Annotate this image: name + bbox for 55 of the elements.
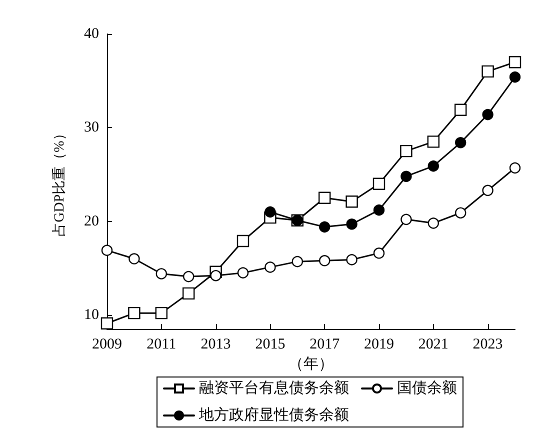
point [264, 262, 276, 273]
point [508, 56, 522, 68]
point [210, 270, 222, 282]
y-tick-label: 30 [84, 120, 99, 136]
point [455, 137, 466, 148]
point [482, 108, 494, 120]
point [318, 192, 331, 204]
point [372, 178, 386, 190]
point [100, 317, 114, 330]
point [292, 256, 303, 268]
y-tick-label: 40 [84, 26, 99, 42]
legend-label: 国债余额 [397, 380, 457, 396]
point [156, 268, 167, 280]
point [346, 254, 358, 266]
x-tick-label: 2023 [472, 336, 503, 352]
point [509, 71, 521, 83]
point [264, 206, 276, 218]
point [455, 207, 466, 218]
x-tick-label: 2013 [200, 336, 231, 352]
legend-label: 融资平台有息债务余额 [199, 380, 349, 396]
legend-label: 地方政府显性债务余额 [198, 406, 349, 424]
point [373, 204, 385, 216]
x-tick-label: 2017 [310, 336, 340, 352]
x-tick-label: 2019 [364, 336, 394, 352]
point [237, 267, 249, 278]
point [482, 184, 494, 196]
x-tick-label: 2015 [255, 336, 286, 352]
point [400, 144, 412, 158]
x-tick-label: 2021 [418, 336, 448, 352]
point [319, 221, 330, 233]
x-axis-title: （年） [288, 355, 334, 372]
point [400, 170, 412, 182]
point [182, 287, 195, 300]
x-tick-label: 2009 [92, 336, 122, 352]
point [428, 160, 439, 172]
y-axis-title: 占GDP比重（%） [52, 126, 68, 236]
point [346, 196, 358, 208]
point [454, 104, 467, 116]
point [373, 248, 385, 259]
point [428, 218, 439, 229]
point [482, 65, 494, 78]
point [509, 162, 521, 174]
point [346, 218, 358, 230]
point [400, 214, 412, 226]
point [236, 234, 250, 248]
point [319, 255, 330, 266]
x-tick-label: 2011 [146, 336, 176, 352]
point [155, 306, 168, 320]
point [128, 253, 140, 264]
point [128, 306, 140, 320]
point [183, 270, 194, 282]
y-tick-label: 10 [84, 306, 99, 323]
point [427, 136, 440, 148]
y-tick-label: 20 [84, 213, 99, 230]
point [101, 244, 113, 256]
